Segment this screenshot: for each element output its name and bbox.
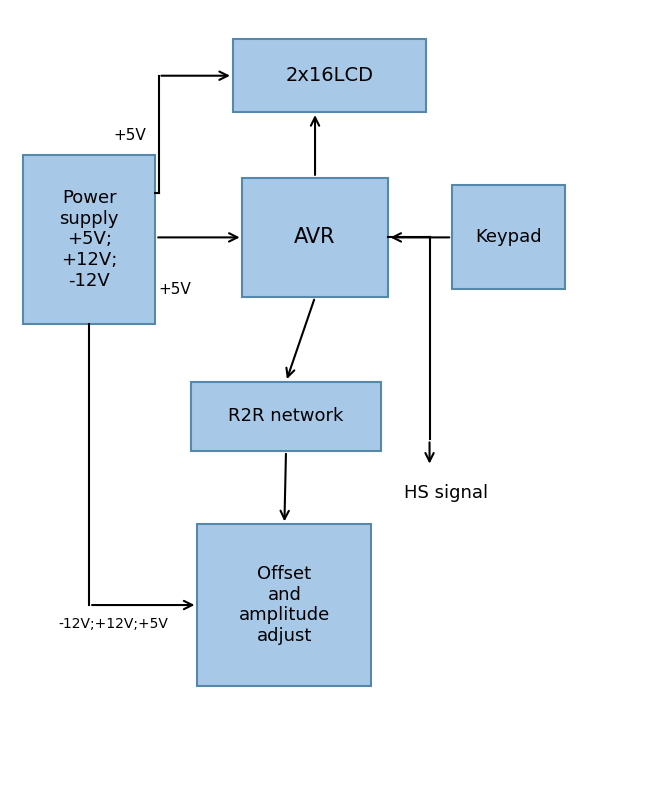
FancyBboxPatch shape — [198, 525, 372, 686]
Text: Keypad: Keypad — [475, 229, 542, 246]
Text: 2x16LCD: 2x16LCD — [286, 67, 374, 85]
FancyBboxPatch shape — [233, 39, 426, 112]
Text: Offset
and
amplitude
adjust: Offset and amplitude adjust — [239, 565, 330, 646]
FancyBboxPatch shape — [191, 382, 381, 451]
Text: HS signal: HS signal — [404, 484, 488, 502]
Text: R2R network: R2R network — [228, 407, 343, 425]
Text: -12V;+12V;+5V: -12V;+12V;+5V — [58, 618, 169, 631]
Text: Power
supply
+5V;
+12V;
-12V: Power supply +5V; +12V; -12V — [60, 188, 119, 290]
Text: +5V: +5V — [159, 282, 192, 297]
FancyBboxPatch shape — [23, 155, 155, 324]
Text: +5V: +5V — [114, 128, 146, 143]
Text: AVR: AVR — [294, 228, 336, 247]
FancyBboxPatch shape — [452, 185, 565, 290]
FancyBboxPatch shape — [243, 178, 388, 297]
